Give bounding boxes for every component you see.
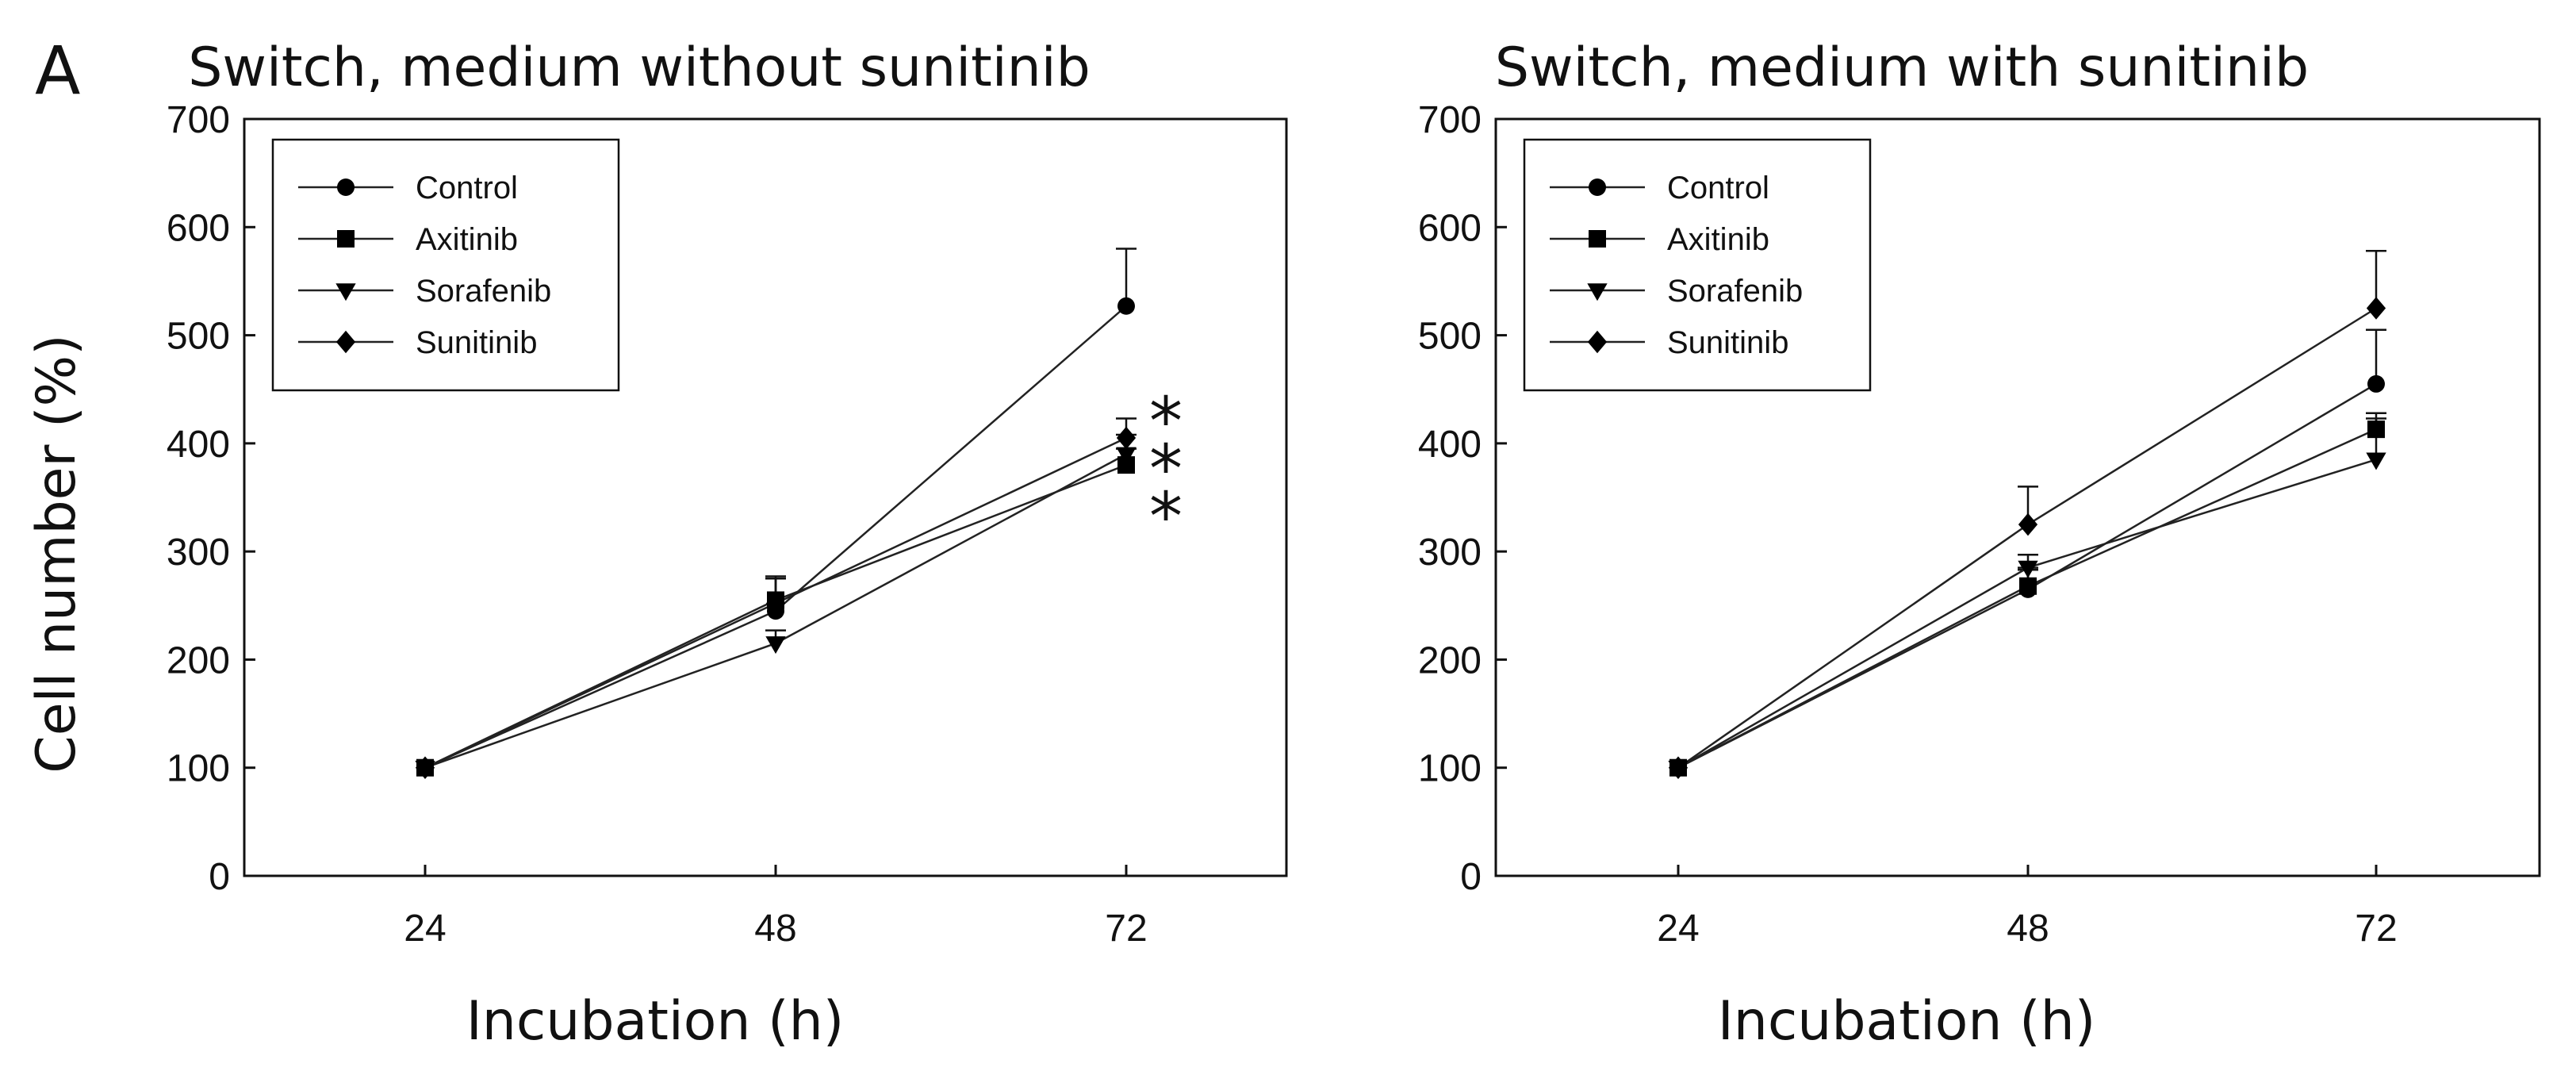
data-point-sunitinib bbox=[1116, 426, 1137, 450]
legend-marker-sorafenib bbox=[335, 283, 356, 301]
y-tick-label: 0 bbox=[209, 856, 230, 898]
legend-label-control: Control bbox=[416, 171, 518, 205]
data-point-sorafenib bbox=[2366, 452, 2386, 470]
plot-frame bbox=[1494, 117, 2541, 877]
panel-letter: A bbox=[35, 32, 80, 109]
plot-frame bbox=[243, 117, 1288, 877]
legend-box bbox=[271, 138, 620, 392]
data-point-sunitinib bbox=[2366, 297, 2386, 320]
x-axis-label: Incubation (h) bbox=[466, 990, 845, 1053]
legend-label-sorafenib: Sorafenib bbox=[416, 274, 551, 309]
legend-marker-sunitinib bbox=[1587, 330, 1608, 354]
chart-panel-with-sunitinib: Switch, medium with sunitinib Incubation… bbox=[1418, 36, 2541, 1053]
x-tick-label: 48 bbox=[754, 908, 796, 950]
x-tick-label: 48 bbox=[2007, 908, 2049, 950]
y-tick-label: 300 bbox=[1418, 532, 1482, 574]
y-tick-label: 100 bbox=[167, 748, 230, 790]
data-point-axitinib bbox=[1117, 456, 1135, 474]
legend-marker-control bbox=[1589, 178, 1606, 196]
x-axis-label: Incubation (h) bbox=[1718, 990, 2096, 1053]
legend-label-control: Control bbox=[1667, 171, 1769, 205]
data-point-sorafenib bbox=[765, 636, 786, 654]
legend: Control Axitinib Sorafenib Sunitinib bbox=[271, 138, 620, 392]
x-axis-ticks: 24 48 72 bbox=[1657, 865, 2398, 950]
chart-title: Switch, medium without sunitinib bbox=[188, 36, 1091, 99]
y-axis-ticks: 0 100 200 300 400 500 600 700 bbox=[167, 99, 255, 898]
data-point-sorafenib bbox=[1116, 447, 1137, 465]
legend-label-axitinib: Axitinib bbox=[1667, 222, 1769, 257]
series-markers bbox=[1668, 297, 2386, 780]
data-point-control bbox=[2367, 374, 2385, 393]
y-tick-label: 0 bbox=[1460, 856, 1482, 898]
y-tick-label: 200 bbox=[167, 639, 230, 681]
y-tick-label: 700 bbox=[1418, 99, 1482, 141]
error-bars bbox=[765, 248, 1137, 643]
series-line-axitinib bbox=[1677, 428, 2377, 769]
legend-items: Control Axitinib Sorafenib Sunitinib bbox=[298, 171, 551, 360]
data-point-control bbox=[1117, 297, 1135, 315]
data-point-sunitinib bbox=[415, 756, 435, 780]
chart-panel-without-sunitinib: Switch, medium without sunitinib Cell nu… bbox=[25, 36, 1288, 1053]
x-tick-label: 24 bbox=[1657, 908, 1699, 950]
significance-star-1: * bbox=[1149, 382, 1183, 460]
legend-marker-axitinib bbox=[337, 230, 355, 248]
legend: Control Axitinib Sorafenib Sunitinib bbox=[1523, 138, 1872, 392]
y-tick-label: 200 bbox=[1418, 639, 1482, 681]
error-bars bbox=[2018, 250, 2386, 589]
y-tick-label: 400 bbox=[167, 424, 230, 466]
legend-marker-control bbox=[337, 178, 355, 196]
legend-label-sunitinib: Sunitinib bbox=[1667, 325, 1788, 360]
y-tick-label: 600 bbox=[167, 207, 230, 249]
series-markers bbox=[415, 297, 1137, 780]
y-tick-label: 100 bbox=[1418, 748, 1482, 790]
x-tick-label: 72 bbox=[1105, 908, 1147, 950]
data-point-sunitinib bbox=[2018, 512, 2038, 536]
significance-annotations: * * * bbox=[1149, 382, 1183, 555]
y-tick-label: 500 bbox=[1418, 316, 1482, 358]
y-tick-label: 700 bbox=[167, 99, 230, 141]
significance-star-3: * bbox=[1149, 478, 1183, 555]
y-tick-label: 400 bbox=[1418, 424, 1482, 466]
y-tick-label: 300 bbox=[167, 532, 230, 574]
x-axis-ticks: 24 48 72 bbox=[404, 865, 1148, 950]
significance-star-2: * bbox=[1149, 430, 1183, 508]
data-point-sorafenib bbox=[2018, 560, 2038, 578]
legend-box bbox=[1523, 138, 1872, 392]
legend-marker-sorafenib bbox=[1587, 283, 1608, 301]
data-point-axitinib bbox=[2367, 420, 2385, 439]
legend-marker-sunitinib bbox=[335, 330, 356, 354]
x-tick-label: 72 bbox=[2355, 908, 2397, 950]
y-tick-label: 500 bbox=[167, 316, 230, 358]
y-axis-ticks: 0 100 200 300 400 500 600 700 bbox=[1418, 99, 1507, 898]
y-tick-label: 600 bbox=[1418, 207, 1482, 249]
chart-title: Switch, medium with sunitinib bbox=[1495, 36, 2309, 99]
y-axis-label: Cell number (%) bbox=[25, 334, 88, 773]
x-tick-label: 24 bbox=[404, 908, 446, 950]
legend-marker-axitinib bbox=[1589, 230, 1606, 248]
data-point-sunitinib bbox=[1668, 756, 1689, 780]
legend-label-sorafenib: Sorafenib bbox=[1667, 274, 1803, 309]
legend-label-axitinib: Axitinib bbox=[416, 222, 518, 257]
data-point-sunitinib bbox=[765, 592, 786, 615]
data-point-axitinib bbox=[2019, 577, 2037, 595]
legend-items: Control Axitinib Sorafenib Sunitinib bbox=[1550, 171, 1803, 360]
legend-label-sunitinib: Sunitinib bbox=[416, 325, 537, 360]
